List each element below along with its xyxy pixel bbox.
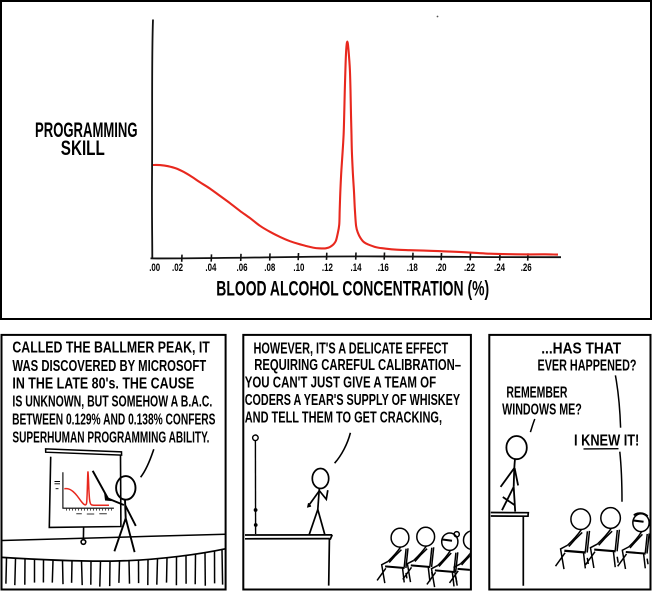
svg-text:BLOOD ALCOHOL CONCENTRATION (: BLOOD ALCOHOL CONCENTRATION (%): [216, 277, 489, 301]
svg-text:.02: .02: [172, 262, 183, 275]
svg-text:PROGRAMMING: PROGRAMMING: [35, 118, 138, 142]
svg-text:.26: .26: [521, 262, 532, 275]
svg-text:REMEMBER: REMEMBER: [506, 383, 567, 401]
svg-text:YOU CAN'T JUST GIVE A TEAM OF: YOU CAN'T JUST GIVE A TEAM OF: [245, 373, 436, 391]
svg-text:.12: .12: [322, 262, 333, 275]
svg-text:.14: .14: [350, 262, 362, 275]
svg-text:REQUIRING CAREFUL CALIBRATION–: REQUIRING CAREFUL CALIBRATION–: [254, 355, 461, 373]
svg-text:AND TELL THEM TO GET CRACKING,: AND TELL THEM TO GET CRACKING,: [245, 409, 442, 426]
svg-text:.04: .04: [205, 262, 217, 275]
svg-text:IN THE LATE 80's. THE CAUSE: IN THE LATE 80's. THE CAUSE: [12, 375, 194, 393]
svg-text:.18: .18: [407, 262, 419, 275]
svg-text:BETWEEN 0.129% AND 0.138% CONF: BETWEEN 0.129% AND 0.138% CONFERS: [12, 410, 215, 428]
svg-text:.20: .20: [435, 262, 446, 275]
svg-text:EVER HAPPENED?: EVER HAPPENED?: [538, 356, 637, 374]
svg-text:.10: .10: [293, 262, 304, 275]
svg-text:.24: .24: [494, 262, 506, 275]
svg-text:WINDOWS ME?: WINDOWS ME?: [502, 401, 582, 419]
svg-text:.08: .08: [264, 262, 276, 275]
svg-text:HOWEVER, IT'S A DELICATE EFFEC: HOWEVER, IT'S A DELICATE EFFECT: [254, 340, 449, 358]
svg-text:SKILL: SKILL: [61, 135, 105, 159]
svg-text:WAS DISCOVERED BY MICROSOFT: WAS DISCOVERED BY MICROSOFT: [12, 356, 206, 374]
svg-text:.22: .22: [464, 262, 475, 275]
svg-text:.06: .06: [236, 262, 247, 275]
svg-text:SUPERHUMAN PROGRAMMING ABILITY: SUPERHUMAN PROGRAMMING ABILITY.: [12, 428, 209, 446]
svg-text:CODERS A YEAR'S SUPPLY OF WHIS: CODERS A YEAR'S SUPPLY OF WHISKEY: [245, 391, 460, 409]
svg-text:.16: .16: [378, 262, 389, 275]
svg-text:I KNEW IT!: I KNEW IT!: [574, 432, 639, 450]
svg-text:...HAS THAT: ...HAS THAT: [541, 340, 621, 358]
svg-text:CALLED THE BALLMER PEAK, IT: CALLED THE BALLMER PEAK, IT: [12, 339, 210, 357]
svg-text:IS UNKNOWN, BUT SOMEHOW A B.A.: IS UNKNOWN, BUT SOMEHOW A B.A.C.: [12, 393, 212, 411]
svg-text:.00: .00: [149, 262, 160, 275]
